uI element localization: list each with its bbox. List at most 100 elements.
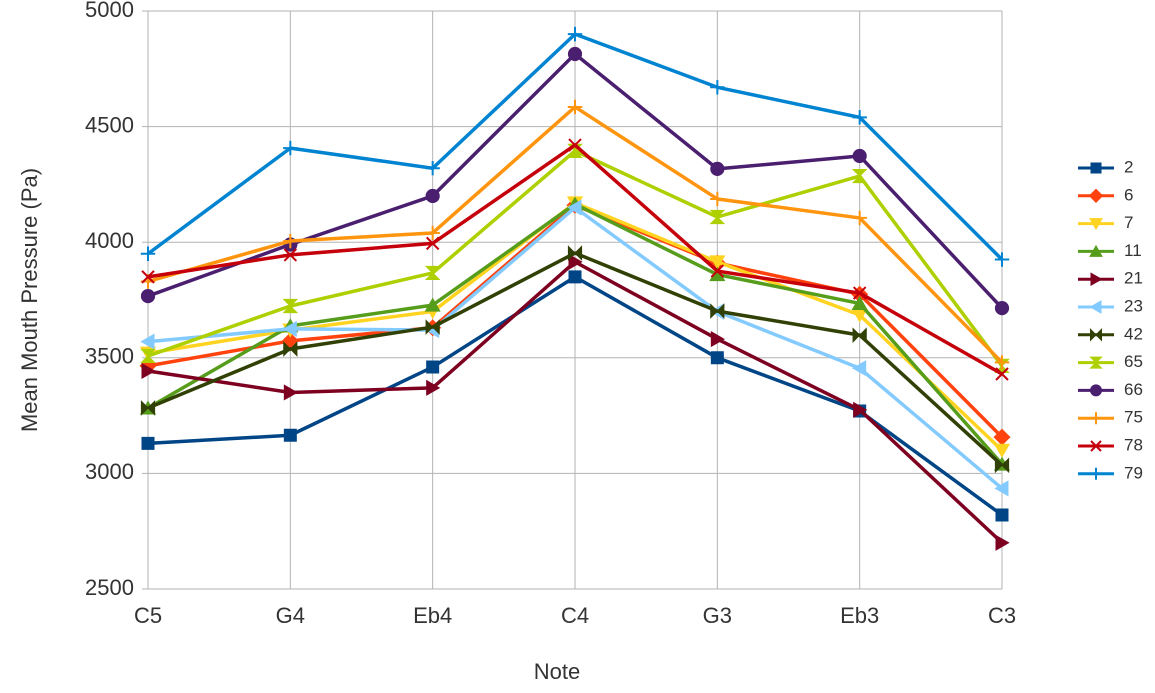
legend-label: 79 [1124, 463, 1143, 482]
data-point [994, 252, 1010, 267]
legend-label: 66 [1124, 380, 1143, 399]
data-point [994, 300, 1010, 316]
data-point [140, 246, 156, 261]
data-point [852, 148, 867, 164]
legend-marker [1089, 300, 1102, 314]
data-point [283, 384, 298, 401]
data-point [567, 26, 583, 42]
legend-marker [1089, 356, 1103, 369]
y-tick-label: 3000 [85, 459, 134, 484]
data-point [568, 270, 582, 284]
data-point [140, 333, 155, 350]
data-point [424, 297, 441, 312]
data-point [995, 508, 1009, 522]
data-point [425, 161, 440, 176]
legend-marker [1090, 328, 1102, 342]
legend-label: 23 [1124, 296, 1143, 315]
legend-label: 65 [1124, 352, 1143, 371]
data-point [852, 360, 867, 377]
legend-label: 7 [1124, 213, 1133, 232]
data-point [283, 341, 298, 357]
data-point [425, 188, 440, 204]
data-point [425, 225, 440, 241]
data-point [283, 140, 298, 156]
legend-label: 6 [1124, 185, 1133, 204]
data-point [426, 379, 441, 396]
data-point [567, 199, 582, 216]
data-point [283, 233, 298, 249]
data-point [283, 428, 297, 442]
data-point [140, 400, 156, 416]
data-point [710, 303, 725, 319]
data-point [994, 457, 1010, 474]
x-tick-label: Eb3 [840, 603, 879, 628]
data-point [140, 288, 156, 304]
legend-marker [1088, 188, 1104, 204]
legend-marker [1089, 218, 1103, 231]
legend-label: 75 [1124, 408, 1143, 427]
data-point [852, 286, 867, 300]
data-point [424, 265, 441, 281]
data-point [994, 480, 1009, 497]
data-point [994, 355, 1010, 370]
data-point [710, 161, 725, 177]
data-point [851, 168, 868, 184]
legend-label: 21 [1124, 269, 1143, 288]
data-point [709, 209, 726, 225]
y-tick-label: 3500 [85, 344, 134, 369]
y-axis-title: Mean Mouth Pressure (Pa) [17, 168, 42, 432]
data-point [567, 245, 583, 261]
data-point [283, 248, 298, 262]
data-point [852, 110, 867, 125]
data-point [993, 443, 1011, 458]
y-tick-label: 5000 [85, 0, 134, 22]
data-point [851, 295, 868, 310]
data-point [710, 331, 725, 348]
data-point [709, 255, 726, 270]
legend-marker [1090, 272, 1103, 287]
data-point [567, 46, 583, 62]
data-point [710, 80, 725, 95]
legend-marker [1090, 384, 1102, 397]
data-point [852, 327, 867, 343]
x-tick-label: Eb4 [413, 603, 452, 628]
data-point [425, 319, 440, 335]
x-axis-title: Note [534, 659, 580, 684]
y-tick-label: 2500 [85, 575, 134, 600]
legend-marker [1090, 162, 1102, 174]
data-point [141, 436, 155, 450]
data-point [852, 210, 867, 226]
legend-marker [1090, 467, 1102, 480]
x-tick-label: G3 [703, 603, 732, 628]
y-tick-label: 4000 [85, 228, 134, 253]
data-point [425, 236, 440, 251]
x-tick-label: C4 [561, 603, 589, 628]
data-point [141, 270, 155, 284]
legend-marker [1089, 244, 1103, 257]
data-point [141, 362, 156, 380]
data-point [995, 534, 1010, 551]
data-point [568, 253, 583, 270]
data-point [568, 138, 582, 152]
legend: 2 6 7 11 21 23 42 65 66 75 78 79 [1078, 157, 1143, 482]
legend-label: 11 [1124, 241, 1142, 260]
x-tick-label: C5 [134, 603, 162, 628]
data-point [710, 264, 725, 278]
x-tick-label: G4 [276, 603, 305, 628]
data-point [710, 191, 725, 207]
legend-marker [1090, 440, 1102, 452]
data-point [140, 348, 156, 364]
data-point [853, 401, 868, 418]
data-point [995, 367, 1009, 381]
legend-label: 42 [1124, 324, 1143, 343]
data-point [426, 360, 440, 374]
legend-marker [1090, 412, 1102, 425]
data-point [282, 298, 299, 314]
legend-label: 2 [1124, 157, 1133, 176]
y-tick-label: 4500 [85, 112, 134, 137]
data-point [282, 320, 297, 337]
x-tick-label: C3 [988, 603, 1016, 628]
data-point [567, 99, 583, 115]
data-point [710, 351, 724, 365]
